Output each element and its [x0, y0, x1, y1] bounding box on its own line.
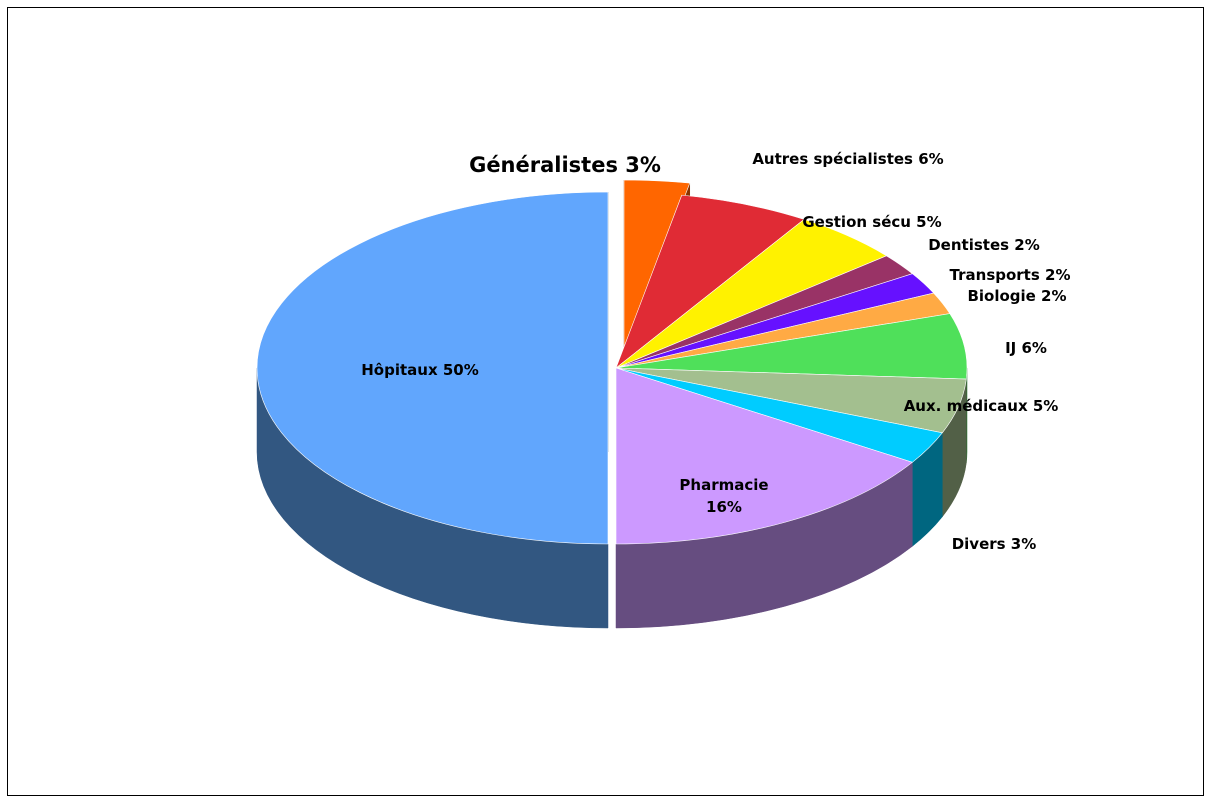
slice-label: Gestion sécu 5%	[802, 213, 941, 231]
slice-label: Autres spécialistes 6%	[752, 150, 943, 168]
pie-slice	[615, 313, 968, 380]
slice-label: Divers 3%	[952, 535, 1037, 553]
slice-label: Généralistes 3%	[469, 153, 661, 177]
slice-label: IJ 6%	[1005, 339, 1047, 357]
slice-label: Pharmacie 16%	[679, 476, 768, 516]
pie-labels: Généralistes 3% Autres spécialistes 6% Ges…	[361, 150, 1070, 553]
slice-label: Transports 2%	[950, 266, 1071, 284]
pie-slice	[615, 194, 805, 369]
slice-label: Biologie 2%	[967, 287, 1066, 305]
pie-slice	[256, 191, 609, 545]
pie-tops	[256, 179, 968, 545]
slice-label: Hôpitaux 50%	[361, 361, 479, 379]
slice-label: Aux. médicaux 5%	[904, 397, 1059, 415]
slice-label: Dentistes 2%	[928, 236, 1040, 254]
pie-slice	[615, 367, 913, 545]
